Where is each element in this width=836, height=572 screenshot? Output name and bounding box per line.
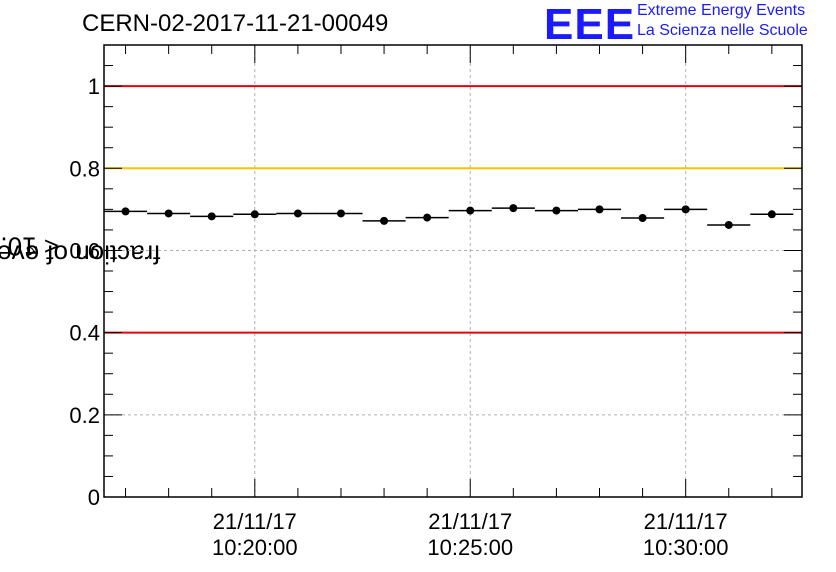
data-point: [724, 220, 733, 229]
x-tick-time: 10:30:00: [642, 535, 729, 560]
y-tick-label: 1: [88, 74, 100, 99]
logo-line-2: La Scienza nelle Scuole: [637, 22, 808, 39]
x-tick-time: 10:25:00: [427, 535, 514, 560]
y-tick-label: 0.2: [69, 403, 100, 428]
x-tick-date: 21/11/17: [428, 509, 513, 534]
x-tick-label: 21/11/17 10:30:00: [643, 509, 729, 561]
logo-line-1: Extreme Energy Events: [637, 2, 806, 19]
data-point: [207, 212, 216, 221]
x-tick-label: 21/11/17 10:20:00: [212, 509, 298, 561]
y-tick-label: 0.4: [69, 321, 100, 346]
data-point: [423, 213, 432, 222]
y-tick-label: 0: [88, 485, 100, 510]
data-point: [250, 210, 259, 219]
data-point: [552, 206, 561, 215]
data-point: [380, 216, 389, 225]
x-tick-time: 10:20:00: [211, 535, 298, 560]
x-tick-date: 21/11/17: [212, 509, 297, 534]
data-point: [164, 209, 173, 218]
data-point: [638, 213, 647, 222]
data-point: [121, 207, 130, 216]
data-point: [509, 204, 518, 213]
data-point: [466, 206, 475, 215]
data-point: [681, 205, 690, 214]
y-tick-label: 0.6: [69, 238, 100, 263]
x-tick-label: 21/11/17 10:25:00: [427, 509, 513, 561]
x-tick-date: 21/11/17: [643, 509, 728, 534]
data-point: [293, 209, 302, 218]
plot-frame: [103, 44, 803, 498]
data-point: [595, 205, 604, 214]
page-title: CERN-02-2017-11-21-00049: [82, 10, 389, 37]
eee-logo: EEE: [544, 0, 636, 49]
data-point: [767, 210, 776, 219]
data-point: [336, 209, 345, 218]
y-tick-label: 0.8: [69, 156, 100, 181]
